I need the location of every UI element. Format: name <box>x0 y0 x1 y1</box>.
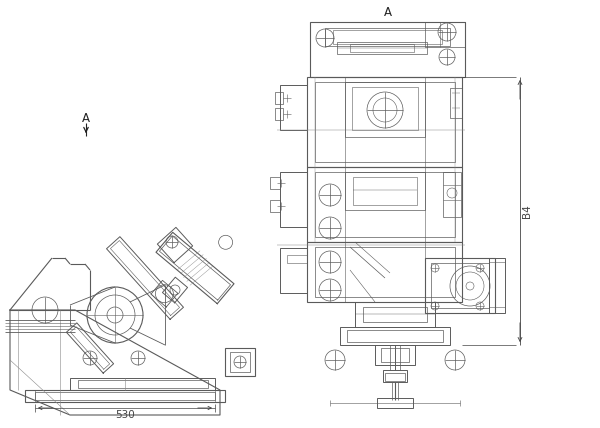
Bar <box>315 247 455 297</box>
Bar <box>425 258 495 313</box>
Text: A: A <box>384 6 392 18</box>
Bar <box>275 92 283 104</box>
Bar <box>307 167 462 242</box>
Bar <box>353 177 417 205</box>
Bar <box>25 390 225 402</box>
Bar <box>431 263 489 308</box>
Bar <box>315 172 455 237</box>
Bar <box>230 352 250 372</box>
Bar <box>270 200 280 212</box>
Bar <box>78 380 208 388</box>
Bar <box>307 77 462 167</box>
Bar <box>352 87 418 130</box>
Text: B4: B4 <box>522 204 532 218</box>
Bar <box>443 172 461 217</box>
Bar <box>340 327 450 345</box>
Bar <box>70 378 215 390</box>
Bar <box>270 177 280 189</box>
Bar <box>450 88 462 118</box>
Bar <box>381 348 409 362</box>
Bar <box>287 255 307 263</box>
Bar <box>280 248 307 293</box>
Bar <box>325 28 450 46</box>
Bar <box>350 44 414 52</box>
Bar <box>275 108 283 120</box>
Bar <box>385 373 405 381</box>
Bar <box>225 348 255 376</box>
Bar <box>310 22 465 77</box>
Bar <box>307 242 462 302</box>
Bar <box>345 172 425 210</box>
Bar <box>489 258 505 313</box>
Bar <box>280 85 307 130</box>
Bar <box>315 82 455 162</box>
Text: A: A <box>82 112 90 125</box>
Bar <box>333 30 442 44</box>
Bar <box>377 398 413 408</box>
Bar <box>280 172 307 227</box>
Bar <box>363 307 427 322</box>
Bar <box>35 392 215 400</box>
Bar <box>425 22 465 47</box>
Bar <box>383 370 407 382</box>
Bar <box>345 82 425 137</box>
Text: 530: 530 <box>115 410 135 420</box>
Bar <box>337 42 427 54</box>
Bar <box>355 302 435 327</box>
Bar <box>347 330 443 342</box>
Bar <box>375 345 415 365</box>
